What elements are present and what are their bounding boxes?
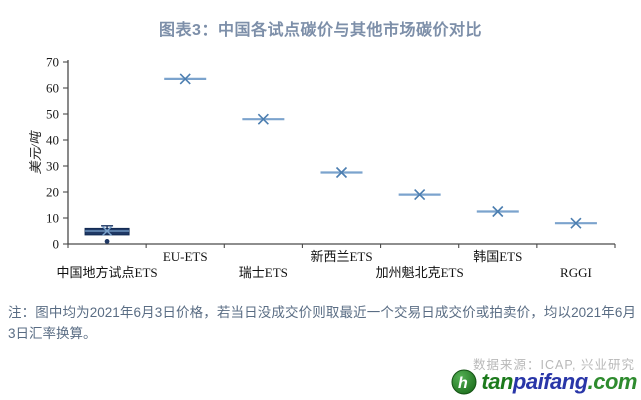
x-category-label: 加州魁北克ETS (376, 265, 464, 280)
x-category-label: 中国地方试点ETS (57, 265, 158, 280)
x-category-label: EU-ETS (163, 249, 208, 264)
price-x-marker (335, 166, 348, 179)
outlier-dot (104, 239, 110, 244)
chart-title: 图表3：中国各试点碳价与其他市场碳价对比 (159, 22, 482, 39)
data-source-text: 数据来源：ICAP, 兴业研究 (472, 358, 635, 372)
x-category-label: 瑞士ETS (239, 265, 288, 280)
logo-part-com: .com (587, 369, 638, 394)
tanpaifang-logo: h tanpaifang.com (451, 369, 638, 395)
logo-part-paifang: paifang (512, 369, 588, 394)
logo-part-tan: tan (481, 369, 513, 394)
y-tick-label: 0 (53, 237, 60, 252)
x-category-label: RGGI (560, 265, 592, 280)
price-x-marker (257, 113, 269, 125)
y-tick-label: 30 (46, 159, 59, 174)
logo-wordmark: tanpaifang.com (481, 369, 637, 395)
y-tick-label: 20 (46, 185, 59, 200)
y-tick-label: 10 (46, 211, 59, 226)
price-x-marker (570, 217, 582, 229)
note-text: 注：图中均为2021年6月3日价格，若当日没成交价则取最近一个交易日成交价或拍卖… (8, 305, 636, 341)
price-x-marker (414, 189, 426, 201)
y-tick-label: 50 (46, 107, 59, 122)
y-axis-label: 美元/吨 (28, 130, 43, 175)
x-category-label: 韩国ETS (473, 249, 522, 264)
price-x-marker (492, 205, 504, 218)
mean-x-marker (102, 225, 113, 237)
tanpaifang-icon: h (451, 369, 477, 395)
y-tick-label: 70 (46, 55, 59, 70)
svg-text:h: h (458, 375, 468, 392)
x-category-label: 新西兰ETS (310, 249, 372, 264)
price-x-marker (179, 73, 191, 85)
y-tick-label: 60 (46, 81, 59, 96)
y-tick-label: 40 (46, 133, 59, 148)
